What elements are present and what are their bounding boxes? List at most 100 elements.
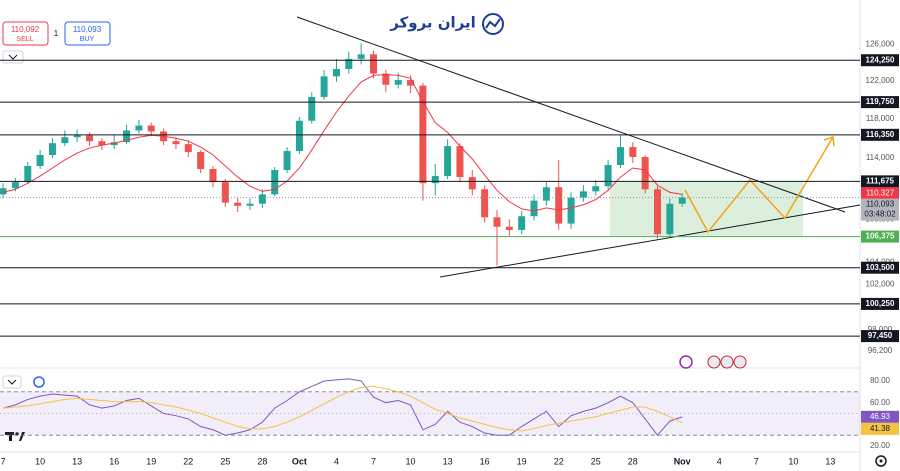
event-flag[interactable] (707, 355, 721, 369)
rsi-settings-icon[interactable] (33, 376, 45, 388)
logo-text: ایران بروکر (389, 14, 476, 32)
sell-button[interactable] (2, 21, 49, 46)
candle-body (629, 147, 637, 157)
x-tick-label: 7 (1, 456, 6, 466)
x-tick-label: 13 (443, 456, 453, 466)
candle-body (0, 188, 7, 195)
logo-part (9, 432, 12, 441)
x-tick-label: Nov (674, 456, 691, 466)
level-label: 119,750 (866, 97, 895, 106)
candle-body (579, 191, 587, 198)
moving-average (2, 73, 683, 212)
candle-body (234, 202, 242, 206)
rsi-tick-label: 80.00 (870, 376, 891, 385)
candle-body (456, 146, 464, 178)
x-tick-label: 10 (788, 456, 798, 466)
candle-body (431, 176, 439, 184)
x-tick-label: 13 (825, 456, 835, 466)
level-label-box (861, 297, 899, 310)
event-icon[interactable] (679, 355, 693, 369)
x-tick-label: 7 (754, 456, 759, 466)
candle-body (295, 120, 303, 152)
x-tick-label: 10 (35, 456, 45, 466)
sell-price: 110,092 (11, 25, 40, 34)
candle-body (678, 197, 686, 204)
candle-body (36, 155, 44, 166)
countdown: 03:48:02 (864, 210, 896, 219)
level-label-box (861, 54, 899, 67)
candle-body (48, 143, 56, 156)
x-tick-label: 10 (406, 456, 416, 466)
candle-body (283, 151, 291, 171)
x-tick-label: 22 (554, 456, 564, 466)
x-tick-label: 16 (109, 456, 119, 466)
settings-icon[interactable] (875, 455, 887, 467)
collapse-icon (8, 54, 18, 60)
level-label: 106,375 (866, 232, 895, 241)
rsi-value-label: 41.38 (870, 424, 891, 433)
candle-body (24, 165, 32, 183)
candle-body (542, 187, 550, 201)
candle-body (394, 80, 402, 85)
buy-button[interactable] (64, 21, 111, 46)
sell-label: SELL (16, 36, 33, 43)
price-label: 110,093 (866, 200, 895, 209)
y-tick-label: 98,000 (868, 325, 893, 334)
projection-arrowhead (823, 135, 835, 147)
y-tick-label: 118,000 (866, 114, 895, 123)
rsi-collapse-icon (7, 379, 17, 385)
buy-price: 110,093 (73, 25, 102, 34)
candle-body (11, 182, 19, 189)
candle-body (592, 186, 600, 192)
order-panel[interactable]: 110,092 SELL 1 110,093 BUY (2, 21, 111, 46)
x-tick-label: 7 (371, 456, 376, 466)
level-label: 100,250 (866, 299, 895, 308)
candle-body (258, 194, 266, 204)
logo-icon (482, 13, 504, 35)
rsi-collapse-button[interactable] (2, 375, 22, 389)
candle-body (61, 137, 69, 144)
candle-body (493, 217, 501, 227)
candle-body (135, 125, 143, 131)
candle-body (345, 58, 353, 69)
candle-body (123, 130, 131, 143)
candle-body (357, 54, 365, 59)
candle-body (370, 54, 378, 74)
rsi-value-box (861, 410, 899, 423)
candle-body (518, 216, 526, 230)
candle-body (654, 189, 662, 235)
candle-body (567, 197, 575, 224)
candle-body (332, 68, 340, 77)
x-tick-label: Oct (292, 456, 307, 466)
logo-icon-line (485, 18, 501, 29)
candle-body (641, 156, 649, 190)
range-box (610, 181, 803, 237)
x-tick-label: 28 (257, 456, 267, 466)
collapse-button[interactable] (2, 50, 24, 64)
candle-body (172, 141, 180, 145)
event-flag[interactable] (733, 355, 747, 369)
event-flag[interactable] (720, 355, 734, 369)
x-tick-label: 4 (334, 456, 339, 466)
candle-body (666, 203, 674, 235)
candle-body (382, 73, 390, 85)
candle-body (271, 170, 279, 195)
price-label: 110,327 (866, 188, 895, 197)
level-label: 97,450 (868, 331, 893, 340)
rsi-value-label: 46.93 (870, 412, 891, 421)
x-tick-label: 4 (717, 456, 722, 466)
settings-icon-dot (879, 459, 883, 463)
x-tick-label: 25 (220, 456, 230, 466)
price-label-box (861, 187, 899, 200)
buy-label: BUY (80, 36, 95, 43)
y-tick-label: 126,000 (866, 39, 895, 48)
x-tick-label: 19 (517, 456, 527, 466)
y-tick-label: 102,000 (866, 279, 895, 288)
y-tick-label: 96,200 (868, 346, 893, 355)
candle-body (184, 144, 192, 153)
candle-body (616, 147, 624, 165)
quantity: 1 (54, 29, 59, 38)
candle-body (73, 135, 81, 138)
